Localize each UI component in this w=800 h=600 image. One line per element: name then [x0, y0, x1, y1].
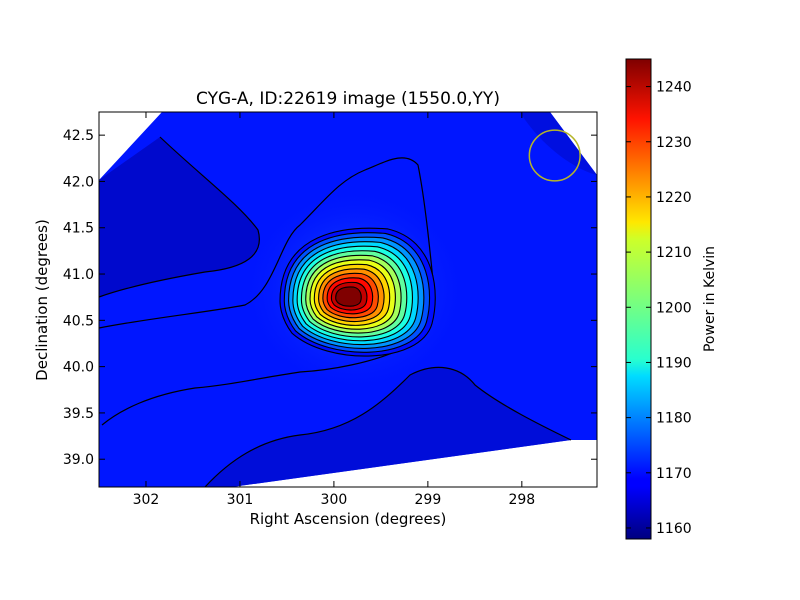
y-tick-label: 40.0 [63, 360, 94, 376]
colorbar-tick-label: 1240 [656, 80, 692, 96]
axes-frame [98, 111, 598, 488]
x-axis-label: Right Ascension (degrees) [250, 510, 447, 528]
beam-circle [528, 129, 581, 182]
x-tick-label: 301 [227, 492, 254, 508]
y-tick-label: 40.5 [63, 313, 94, 329]
colorbar-tick-label: 1180 [656, 411, 692, 427]
x-axis-ticks: 302 301 300 299 298 [133, 112, 535, 508]
colorbar-tick-label: 1220 [656, 190, 692, 206]
y-tick-label: 41.0 [63, 267, 94, 283]
y-tick-label: 39.0 [63, 452, 94, 468]
colorbar-gradient [625, 58, 652, 540]
x-tick-label: 299 [415, 492, 442, 508]
colorbar-tick-label: 1200 [656, 300, 692, 316]
low-region-left [99, 137, 260, 297]
chart-title: CYG-A, ID:22619 image (1550.0,YY) [196, 89, 500, 109]
contour-outer-left-1 [98, 136, 260, 298]
colorbar-ticks: 1160 1170 1180 1190 1200 1210 1220 1230 1240 [626, 80, 692, 537]
contour-outer-bottom [204, 366, 572, 488]
x-tick-label: 302 [133, 492, 160, 508]
colorbar: 1160 1170 1180 1190 1200 1210 1220 1230 1240 Pow… [625, 58, 718, 540]
y-axis-label: Declination (degrees) [33, 219, 51, 381]
colorbar-tick-label: 1170 [656, 466, 692, 482]
contour-rings [279, 227, 436, 357]
y-tick-label: 42.0 [63, 174, 94, 190]
y-tick-label: 39.5 [63, 406, 94, 422]
x-tick-label: 298 [508, 492, 535, 508]
x-tick-label: 300 [321, 492, 348, 508]
colorbar-tick-label: 1230 [656, 135, 692, 151]
contour-ring [335, 286, 362, 307]
y-tick-label: 42.5 [63, 128, 94, 144]
plot-area [98, 111, 598, 488]
colorbar-tick-label: 1210 [656, 245, 692, 261]
y-tick-label: 41.5 [63, 221, 94, 237]
colorbar-tick-label: 1160 [656, 521, 692, 537]
colorbar-label: Power in Kelvin [702, 246, 718, 352]
y-axis-ticks: 39.0 39.5 40.0 40.5 41.0 41.5 42.0 42.5 [63, 128, 597, 468]
contour-outer-left-2 [98, 157, 436, 426]
colorbar-tick-label: 1190 [656, 355, 692, 371]
